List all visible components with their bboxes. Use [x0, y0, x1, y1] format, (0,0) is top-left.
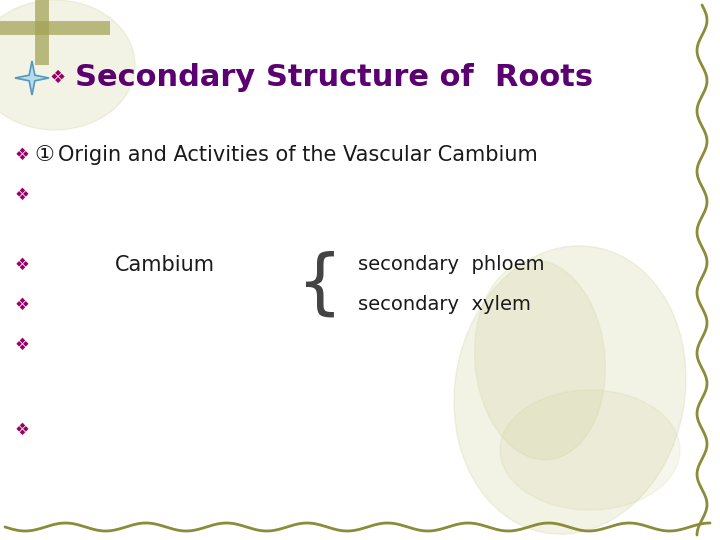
Ellipse shape: [500, 390, 680, 510]
Text: ❖: ❖: [14, 421, 30, 439]
Text: ❖: ❖: [14, 296, 30, 314]
Text: secondary  phloem: secondary phloem: [358, 255, 544, 274]
Ellipse shape: [474, 260, 606, 460]
Text: Secondary Structure of  Roots: Secondary Structure of Roots: [75, 64, 593, 92]
Text: ❖: ❖: [50, 69, 66, 87]
Ellipse shape: [0, 0, 135, 130]
Text: secondary  xylem: secondary xylem: [358, 295, 531, 314]
Text: ❖: ❖: [14, 146, 30, 164]
Text: ①: ①: [34, 145, 54, 165]
Text: Origin and Activities of the Vascular Cambium: Origin and Activities of the Vascular Ca…: [58, 145, 538, 165]
Text: {: {: [297, 251, 343, 320]
Ellipse shape: [454, 246, 686, 534]
Polygon shape: [15, 61, 49, 95]
Text: ❖: ❖: [14, 256, 30, 274]
Text: Cambium: Cambium: [115, 255, 215, 275]
Text: ❖: ❖: [14, 186, 30, 204]
Text: ❖: ❖: [14, 336, 30, 354]
